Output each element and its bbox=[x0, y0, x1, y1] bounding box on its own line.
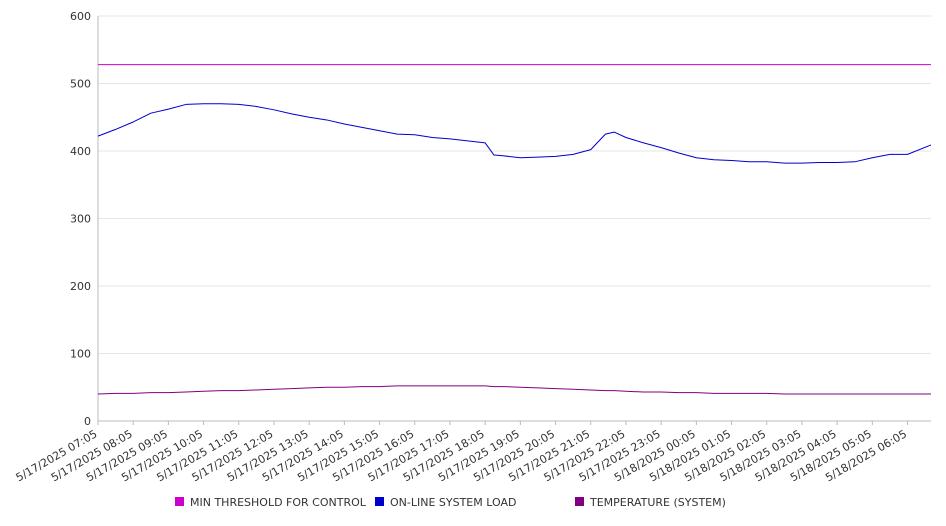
legend-swatch bbox=[375, 497, 384, 506]
series-lines bbox=[97, 64, 932, 395]
y-tick-label: 500 bbox=[70, 78, 91, 91]
y-tick-label: 200 bbox=[70, 280, 91, 293]
legend: MIN THRESHOLD FOR CONTROL ON-LINE SYSTEM … bbox=[175, 496, 726, 509]
series-line-2 bbox=[97, 103, 932, 164]
legend-label: MIN THRESHOLD FOR CONTROL bbox=[190, 496, 367, 509]
y-tick-label: 300 bbox=[70, 213, 91, 226]
y-axis-ticks: 0 100 200 300 400 500 600 bbox=[70, 10, 91, 428]
y-tick-label: 0 bbox=[84, 415, 91, 428]
x-axis-ticks: 5/17/2025 07:055/17/2025 08:055/17/2025 … bbox=[14, 421, 909, 484]
y-tick-label: 600 bbox=[70, 10, 91, 23]
y-tick-label: 400 bbox=[70, 145, 91, 158]
legend-label: ON-LINE SYSTEM LOAD bbox=[390, 496, 516, 509]
legend-label: TEMPERATURE (SYSTEM) bbox=[589, 496, 726, 509]
series-line-3 bbox=[97, 385, 931, 395]
grid bbox=[98, 15, 931, 354]
y-tick-label: 100 bbox=[70, 348, 91, 361]
legend-swatch bbox=[175, 497, 184, 506]
axes bbox=[97, 16, 931, 422]
legend-swatch bbox=[575, 497, 584, 506]
